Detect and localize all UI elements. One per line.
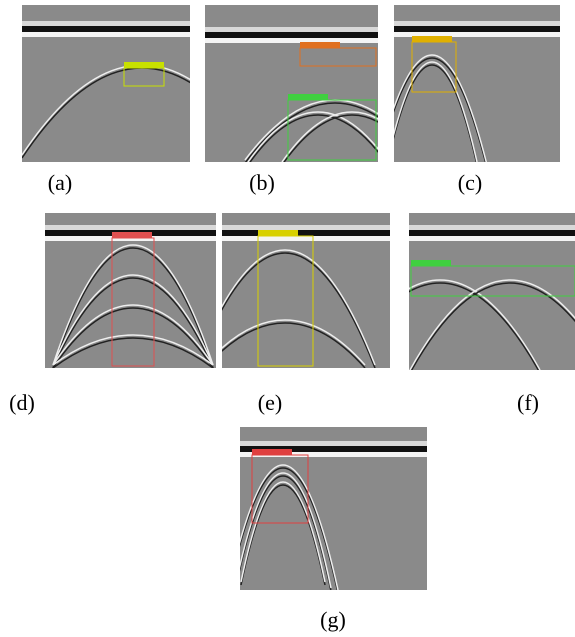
panel-image	[195, 213, 390, 368]
panel: (c)	[377, 5, 560, 195]
detection-tag	[112, 232, 152, 238]
panel-caption: (f)	[517, 390, 539, 415]
detection-tag	[252, 449, 292, 455]
detection-tag	[258, 230, 298, 236]
detection-tag	[124, 62, 164, 68]
surface-band-light	[205, 27, 378, 32]
surface-band-white	[22, 32, 190, 37]
surface-band-white	[205, 38, 378, 43]
surface-band-light	[22, 21, 190, 26]
figure: (a) (b) (c) (d) (e) (f) (g)	[0, 0, 575, 637]
panel: (d)	[9, 213, 216, 415]
surface-band-light	[240, 441, 427, 446]
surface-band-light	[45, 225, 216, 230]
surface-band-dark	[222, 230, 390, 236]
panel-caption: (c)	[458, 170, 482, 195]
detection-tag	[288, 94, 328, 100]
surface-band-light	[222, 225, 390, 230]
panel: (g)	[228, 427, 427, 632]
surface-band-dark	[205, 32, 378, 38]
panel: (e)	[195, 213, 390, 415]
panel-image	[45, 213, 216, 368]
surface-band-white	[222, 236, 390, 241]
panel-caption: (g)	[320, 607, 346, 632]
detection-tag	[300, 42, 340, 48]
panel-image	[205, 5, 425, 165]
surface-band-white	[409, 236, 575, 241]
panel-caption: (d)	[9, 390, 35, 415]
panel-caption: (a)	[48, 170, 72, 195]
panel-image	[228, 427, 427, 593]
panel-caption: (b)	[249, 170, 275, 195]
surface-band-dark	[22, 26, 190, 32]
detection-tag	[412, 36, 452, 42]
panel-image	[377, 5, 560, 168]
surface-band-dark	[394, 26, 560, 32]
surface-band-light	[394, 21, 560, 26]
detection-tag	[411, 260, 451, 266]
surface-band-dark	[409, 230, 575, 236]
panel-caption: (e)	[258, 390, 282, 415]
surface-band-light	[409, 225, 575, 230]
panel: (b)	[205, 5, 425, 195]
